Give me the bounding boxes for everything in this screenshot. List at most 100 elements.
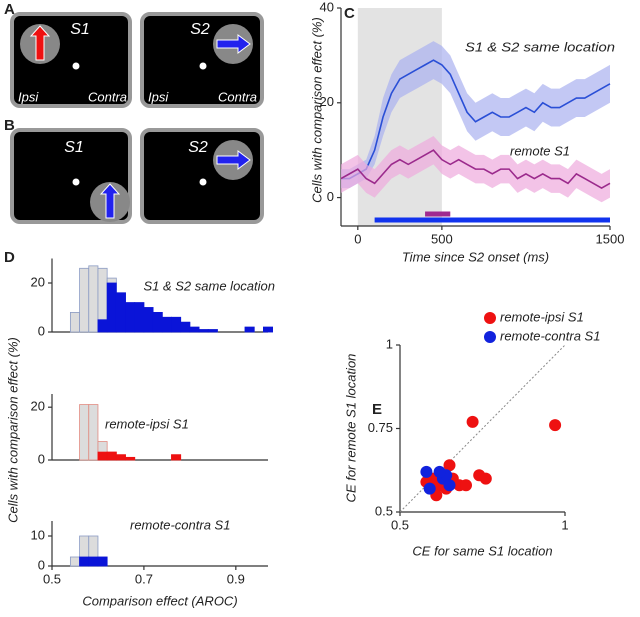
x-tick-label: 0.5 bbox=[391, 517, 409, 532]
annotation: remote S1 bbox=[510, 143, 570, 158]
side-label: Contra bbox=[88, 89, 127, 104]
diagram-a: S1 S2 Ipsi Contra Ipsi Contra bbox=[10, 12, 264, 108]
x-tick-label: 1500 bbox=[596, 231, 625, 246]
panel-label: E bbox=[372, 401, 382, 418]
side-label: Contra bbox=[218, 89, 257, 104]
histogram-bar bbox=[161, 316, 172, 333]
histogram-bar bbox=[115, 454, 126, 461]
histogram-bar bbox=[125, 302, 136, 333]
line bbox=[341, 59, 611, 180]
fixation bbox=[72, 178, 80, 186]
annotation: S1 & S2 same location bbox=[465, 39, 615, 54]
x-tick-label: 0 bbox=[354, 231, 361, 246]
histogram-bar bbox=[97, 451, 108, 461]
point bbox=[433, 465, 446, 478]
y-tick-label: 40 bbox=[320, 0, 334, 14]
arrow bbox=[29, 25, 51, 61]
y-tick-label: 20 bbox=[320, 94, 334, 109]
histogram-bar bbox=[134, 302, 145, 333]
y-tick-label: 1 bbox=[386, 336, 393, 351]
panel-label: D bbox=[4, 249, 15, 266]
y-tick-label: 0 bbox=[38, 557, 45, 572]
arrow bbox=[99, 183, 121, 219]
panel-label: A bbox=[4, 1, 15, 18]
legend-label: remote-ipsi S1 bbox=[500, 309, 584, 324]
histogram-bar bbox=[207, 329, 218, 333]
histogram-bar bbox=[125, 456, 136, 461]
y-tick-label: 10 bbox=[31, 527, 45, 542]
panel-title: S1 & S2 same location bbox=[143, 278, 275, 293]
diagram-b: S1 S2 bbox=[10, 128, 264, 224]
histogram-bar bbox=[171, 316, 182, 333]
histogram-bar bbox=[198, 329, 209, 333]
x-axis-label: CE for same S1 location bbox=[412, 543, 552, 558]
histogram-bar bbox=[143, 307, 154, 333]
line bbox=[340, 149, 611, 190]
point bbox=[549, 419, 562, 432]
fixation bbox=[72, 62, 80, 70]
point bbox=[420, 465, 433, 478]
y-tick-label: 0.75 bbox=[368, 420, 393, 435]
y-axis-label: Cells with comparison effect (%) bbox=[309, 17, 324, 203]
histogram-bar bbox=[69, 311, 80, 333]
histogram-bar bbox=[88, 556, 99, 567]
histogram-bar bbox=[263, 326, 273, 333]
point bbox=[460, 479, 472, 492]
histogram-bar bbox=[88, 404, 99, 461]
legend-marker bbox=[484, 312, 496, 324]
fixation bbox=[199, 62, 207, 70]
histogram-bar bbox=[106, 282, 117, 333]
point bbox=[423, 482, 436, 495]
panel-title: remote-ipsi S1 bbox=[105, 416, 189, 431]
y-tick-label: 20 bbox=[31, 274, 45, 289]
histogram-bar bbox=[79, 556, 90, 567]
x-axis-label: Time since S2 onset (ms) bbox=[402, 249, 549, 264]
side-label: Ipsi bbox=[148, 89, 169, 104]
histogram-bar bbox=[189, 326, 200, 333]
x-tick-label: 500 bbox=[431, 231, 453, 246]
panel-label: C bbox=[344, 5, 355, 22]
x-tick-label: 1 bbox=[561, 517, 568, 532]
histogram-bar bbox=[115, 292, 126, 333]
histogram-bar bbox=[180, 321, 191, 333]
x-tick-label: 0.9 bbox=[227, 571, 245, 586]
legend-marker bbox=[484, 331, 496, 343]
y-tick-label: 20 bbox=[31, 399, 45, 414]
side-label: Ipsi bbox=[18, 89, 39, 104]
arrow bbox=[216, 150, 251, 170]
panel-label: B bbox=[4, 117, 15, 134]
stimulus-label: S2 bbox=[190, 21, 210, 38]
histogram-bar bbox=[97, 319, 108, 333]
histogram-bar bbox=[79, 267, 90, 333]
histogram-bar bbox=[244, 326, 255, 333]
x-tick-label: 0.5 bbox=[43, 571, 61, 586]
y-tick-label: 0 bbox=[327, 189, 334, 204]
point bbox=[443, 479, 456, 492]
x-axis-label: Comparison effect (AROC) bbox=[82, 593, 237, 608]
diagonal bbox=[399, 344, 566, 513]
error-band bbox=[341, 41, 610, 189]
stimulus-label: S1 bbox=[64, 139, 84, 156]
y-tick-label: 0 bbox=[38, 451, 45, 466]
significance-bar bbox=[425, 211, 451, 217]
histogram-bar bbox=[69, 556, 80, 567]
histogram-bar bbox=[106, 451, 117, 461]
histogram-bar bbox=[97, 556, 108, 567]
point bbox=[479, 472, 492, 485]
histogram-bar bbox=[152, 311, 163, 333]
stimulus-label: S2 bbox=[188, 139, 208, 156]
panel-title: remote-contra S1 bbox=[130, 517, 230, 532]
histogram-bar bbox=[88, 265, 99, 333]
y-tick-label: 0.5 bbox=[375, 503, 393, 518]
histogram-bar bbox=[171, 454, 182, 461]
point bbox=[443, 459, 456, 472]
x-tick-label: 0.7 bbox=[135, 571, 153, 586]
significance-bar bbox=[374, 217, 610, 223]
y-axis-label: Cells with comparison effect (%) bbox=[5, 337, 20, 523]
arrow bbox=[216, 34, 251, 54]
point bbox=[466, 415, 479, 428]
histogram-bar bbox=[79, 404, 90, 461]
legend-label: remote-contra S1 bbox=[500, 328, 600, 343]
